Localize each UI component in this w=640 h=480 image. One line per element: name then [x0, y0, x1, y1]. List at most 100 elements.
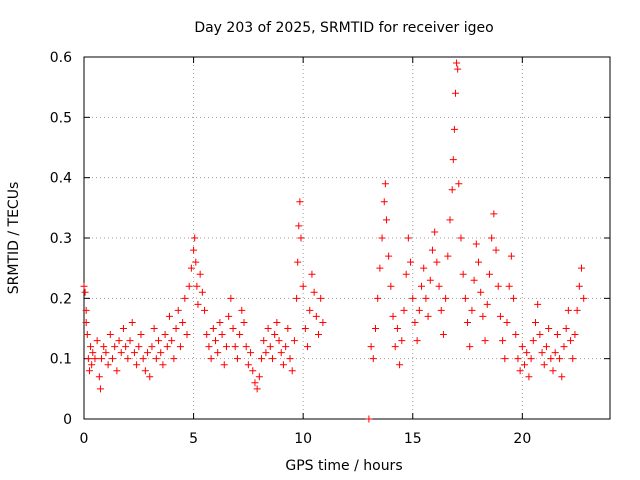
data-point	[242, 343, 250, 351]
data-point	[529, 337, 537, 345]
data-point	[198, 288, 206, 296]
data-point	[404, 234, 412, 242]
data-point	[418, 282, 426, 290]
data-point	[381, 180, 389, 188]
data-point	[185, 282, 193, 290]
data-point	[483, 300, 491, 308]
data-point	[88, 361, 96, 369]
data-point	[428, 246, 436, 254]
data-point	[192, 258, 200, 266]
y-axis-label: SRMTID / TECUs	[6, 182, 22, 295]
data-point	[499, 337, 507, 345]
data-point	[255, 373, 263, 381]
data-point	[540, 361, 548, 369]
data-point	[369, 355, 377, 363]
data-point	[560, 343, 568, 351]
data-point	[297, 234, 305, 242]
data-point	[492, 246, 500, 254]
data-point	[385, 252, 393, 260]
data-point	[549, 367, 557, 375]
data-point	[387, 282, 395, 290]
data-point	[155, 337, 163, 345]
data-point	[268, 355, 276, 363]
data-point	[229, 325, 237, 332]
data-point	[168, 337, 176, 345]
data-point	[490, 210, 498, 218]
data-point	[479, 312, 487, 320]
data-point	[411, 318, 419, 326]
data-point	[400, 306, 408, 314]
data-point	[407, 258, 415, 266]
data-point	[293, 294, 301, 302]
data-point	[275, 337, 283, 345]
data-point	[279, 361, 287, 369]
x-tick-labels: 0 5 10 15 20	[80, 431, 532, 447]
data-point	[89, 349, 97, 357]
data-point	[238, 306, 246, 314]
data-point	[437, 306, 445, 314]
data-point	[190, 246, 198, 254]
data-point	[146, 373, 154, 381]
data-point	[115, 337, 123, 345]
data-point	[174, 306, 182, 314]
data-point	[172, 325, 180, 332]
data-point	[464, 318, 472, 326]
data-point	[448, 186, 456, 194]
data-point	[271, 331, 279, 339]
data-point	[207, 355, 215, 363]
data-point	[450, 125, 458, 133]
data-point	[510, 294, 518, 302]
data-point	[534, 300, 542, 308]
data-point	[545, 325, 553, 332]
data-point	[124, 355, 132, 363]
y-tick-label: 0.4	[50, 171, 72, 187]
data-point	[569, 355, 577, 363]
data-point	[496, 312, 504, 320]
data-point	[260, 337, 268, 345]
data-point	[455, 180, 463, 188]
data-point	[273, 318, 281, 326]
data-point	[258, 355, 266, 363]
data-point	[218, 331, 226, 339]
data-point	[130, 349, 138, 357]
data-point	[139, 355, 147, 363]
data-point	[266, 343, 274, 351]
data-point	[205, 343, 213, 351]
data-point	[439, 331, 447, 339]
data-point	[446, 216, 454, 224]
data-point	[82, 318, 90, 326]
data-point	[485, 270, 493, 278]
data-point	[409, 294, 417, 302]
data-point	[214, 349, 222, 357]
data-point	[227, 294, 235, 302]
data-point	[538, 349, 546, 357]
data-point	[402, 270, 410, 278]
data-point	[165, 312, 173, 320]
data-point	[433, 258, 441, 266]
y-tick-label: 0.6	[50, 50, 72, 66]
data-point	[122, 343, 130, 351]
data-point	[521, 361, 529, 369]
data-point	[380, 198, 388, 206]
data-point	[240, 318, 248, 326]
data-point	[225, 312, 233, 320]
data-point	[315, 331, 323, 339]
data-point	[312, 312, 320, 320]
data-point	[398, 337, 406, 345]
data-point	[82, 306, 90, 314]
data-point	[152, 355, 160, 363]
data-point	[264, 325, 272, 332]
data-point	[396, 361, 404, 369]
data-point	[294, 258, 302, 266]
data-point	[183, 331, 191, 339]
data-point	[296, 198, 304, 206]
data-point	[518, 343, 526, 351]
data-point	[457, 234, 465, 242]
data-point	[148, 343, 156, 351]
data-point	[580, 294, 588, 302]
data-point	[444, 252, 452, 260]
data-point	[306, 306, 314, 314]
data-point	[415, 306, 423, 314]
data-point	[308, 270, 316, 278]
